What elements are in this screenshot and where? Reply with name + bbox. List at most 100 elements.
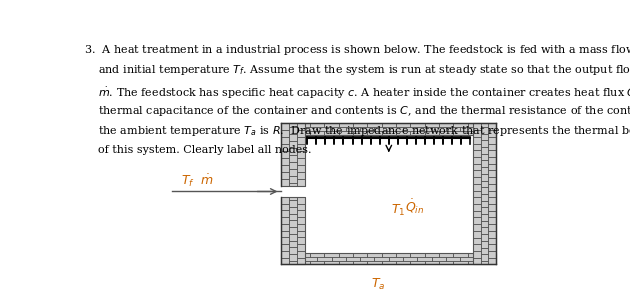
Bar bbox=[324, 253, 339, 257]
Bar bbox=[396, 261, 410, 264]
Text: $T_1$: $T_1$ bbox=[391, 203, 406, 218]
Bar bbox=[297, 244, 305, 251]
Bar bbox=[331, 257, 346, 261]
Bar bbox=[317, 257, 331, 261]
Bar bbox=[297, 231, 305, 237]
Bar bbox=[488, 197, 496, 204]
Bar bbox=[481, 154, 488, 160]
Bar bbox=[472, 124, 496, 264]
Bar bbox=[360, 257, 374, 261]
Bar bbox=[467, 261, 482, 264]
Bar bbox=[289, 261, 297, 264]
Bar bbox=[467, 124, 482, 127]
Bar bbox=[282, 172, 289, 179]
Bar bbox=[282, 124, 295, 127]
Bar bbox=[481, 201, 488, 207]
Bar bbox=[282, 151, 289, 158]
Bar bbox=[472, 137, 481, 144]
Bar bbox=[289, 214, 297, 221]
Bar bbox=[410, 124, 425, 127]
Bar bbox=[481, 194, 488, 201]
Bar bbox=[482, 124, 496, 127]
Bar bbox=[472, 217, 481, 224]
Bar bbox=[481, 228, 488, 234]
Text: $\dot{Q}_{in}$: $\dot{Q}_{in}$ bbox=[405, 197, 424, 216]
Bar bbox=[382, 124, 396, 127]
Bar bbox=[297, 251, 305, 258]
Text: of this system. Clearly label all nodes.: of this system. Clearly label all nodes. bbox=[84, 145, 311, 155]
Bar bbox=[472, 258, 481, 264]
Bar bbox=[289, 127, 303, 131]
Bar bbox=[295, 124, 310, 127]
Bar bbox=[453, 124, 467, 127]
Bar bbox=[297, 217, 305, 224]
Bar bbox=[324, 261, 339, 264]
Bar bbox=[481, 207, 488, 214]
Bar bbox=[282, 251, 289, 258]
Bar bbox=[488, 251, 496, 258]
Text: 3.  A heat treatment in a industrial process is shown below. The feedstock is fe: 3. A heat treatment in a industrial proc… bbox=[84, 42, 630, 58]
Bar bbox=[472, 177, 481, 184]
Bar bbox=[282, 138, 289, 144]
Bar bbox=[297, 210, 305, 217]
Bar bbox=[289, 254, 297, 261]
Bar bbox=[472, 224, 481, 231]
Bar bbox=[282, 124, 289, 131]
Bar bbox=[481, 181, 488, 187]
Bar bbox=[488, 231, 496, 238]
Bar bbox=[297, 151, 305, 158]
Text: $T_f$  $\dot{m}$: $T_f$ $\dot{m}$ bbox=[181, 172, 214, 189]
Bar bbox=[339, 261, 353, 264]
Bar bbox=[481, 187, 488, 194]
Bar bbox=[432, 127, 446, 131]
Bar bbox=[410, 261, 425, 264]
Bar bbox=[425, 261, 439, 264]
Bar bbox=[481, 221, 488, 228]
Bar bbox=[488, 157, 496, 164]
Bar bbox=[488, 177, 496, 184]
Bar bbox=[482, 261, 496, 264]
Text: $\dot{m}$. The feedstock has specific heat capacity $c$. A heater inside the con: $\dot{m}$. The feedstock has specific he… bbox=[84, 83, 630, 101]
Bar bbox=[453, 131, 467, 135]
Bar bbox=[289, 247, 297, 254]
Bar bbox=[446, 257, 461, 261]
Bar bbox=[488, 164, 496, 170]
Bar bbox=[488, 244, 496, 251]
Bar bbox=[472, 211, 481, 217]
Bar bbox=[481, 160, 488, 167]
Bar bbox=[446, 127, 461, 131]
Bar bbox=[472, 124, 481, 130]
Bar bbox=[482, 253, 496, 257]
Bar bbox=[488, 191, 496, 197]
Bar bbox=[282, 124, 496, 135]
Bar bbox=[472, 244, 481, 251]
Bar bbox=[472, 204, 481, 211]
Bar bbox=[282, 127, 289, 131]
Bar bbox=[297, 158, 305, 165]
Bar bbox=[453, 261, 467, 264]
Bar bbox=[475, 127, 489, 131]
Bar bbox=[282, 224, 289, 231]
Bar bbox=[488, 124, 496, 130]
Bar bbox=[303, 257, 317, 261]
Bar bbox=[324, 124, 339, 127]
Bar bbox=[481, 134, 488, 140]
Bar bbox=[475, 257, 489, 261]
Bar bbox=[472, 164, 481, 170]
Bar bbox=[481, 147, 488, 154]
Bar bbox=[297, 124, 305, 131]
Text: thermal capacitance of the container and contents is $C$, and the thermal resist: thermal capacitance of the container and… bbox=[84, 104, 630, 118]
Bar bbox=[481, 254, 488, 261]
Bar bbox=[282, 231, 289, 237]
Bar bbox=[289, 148, 297, 155]
Bar bbox=[282, 124, 305, 186]
Bar bbox=[339, 131, 353, 135]
Bar bbox=[439, 253, 453, 257]
Bar bbox=[439, 124, 453, 127]
Bar bbox=[282, 253, 496, 264]
Bar bbox=[488, 170, 496, 177]
Bar bbox=[488, 204, 496, 211]
Bar bbox=[472, 191, 481, 197]
Bar bbox=[488, 238, 496, 244]
Bar bbox=[282, 244, 289, 251]
